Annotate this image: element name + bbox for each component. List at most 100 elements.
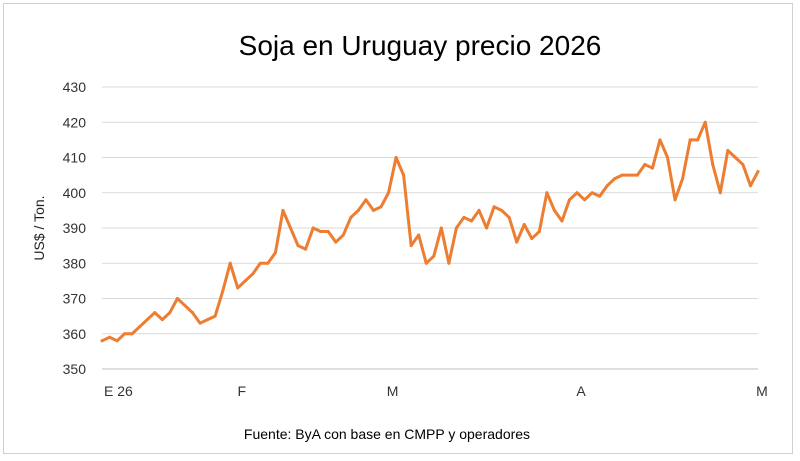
data-point bbox=[439, 226, 443, 230]
data-point bbox=[145, 318, 149, 322]
data-point bbox=[281, 208, 285, 212]
data-point bbox=[115, 339, 119, 343]
data-point bbox=[100, 339, 104, 343]
data-point bbox=[424, 261, 428, 265]
data-point bbox=[168, 311, 172, 315]
y-tick-label: 390 bbox=[63, 220, 87, 236]
data-point bbox=[500, 208, 504, 212]
data-point bbox=[356, 208, 360, 212]
data-point bbox=[515, 240, 519, 244]
data-point bbox=[319, 230, 323, 234]
data-point bbox=[123, 332, 127, 336]
data-point bbox=[605, 184, 609, 188]
data-point bbox=[447, 261, 451, 265]
y-tick-label: 380 bbox=[63, 255, 87, 271]
data-point bbox=[696, 138, 700, 142]
data-point bbox=[138, 325, 142, 329]
data-point bbox=[387, 191, 391, 195]
chart-title: Soja en Uruguay precio 2026 bbox=[239, 30, 602, 61]
source-note: Fuente: ByA con base en CMPP y operadore… bbox=[244, 426, 530, 442]
data-point bbox=[567, 198, 571, 202]
data-point bbox=[718, 191, 722, 195]
data-point bbox=[741, 163, 745, 167]
y-tick-label: 370 bbox=[63, 291, 87, 307]
data-point bbox=[681, 177, 685, 181]
data-point bbox=[650, 166, 654, 170]
data-point bbox=[688, 138, 692, 142]
data-point bbox=[522, 222, 526, 226]
data-point bbox=[153, 311, 157, 315]
data-point bbox=[613, 177, 617, 181]
data-point bbox=[108, 335, 112, 339]
series-group bbox=[100, 120, 760, 343]
data-point bbox=[183, 304, 187, 308]
data-point bbox=[341, 233, 345, 237]
data-point bbox=[469, 219, 473, 223]
data-point bbox=[673, 198, 677, 202]
data-point bbox=[628, 173, 632, 177]
data-point bbox=[213, 314, 217, 318]
data-point bbox=[545, 191, 549, 195]
data-point bbox=[266, 261, 270, 265]
data-point bbox=[507, 215, 511, 219]
data-point bbox=[417, 233, 421, 237]
data-point bbox=[311, 226, 315, 230]
data-point bbox=[492, 205, 496, 209]
data-point bbox=[733, 156, 737, 159]
x-axis-ticks: E 26 F M A M bbox=[104, 383, 768, 399]
data-point bbox=[198, 321, 202, 325]
data-point bbox=[273, 251, 277, 255]
data-point bbox=[304, 247, 308, 251]
data-point bbox=[349, 215, 353, 219]
data-point bbox=[334, 240, 338, 244]
x-tick-label: F bbox=[237, 383, 246, 399]
data-point bbox=[711, 163, 715, 167]
data-point bbox=[175, 297, 179, 300]
data-point bbox=[371, 208, 375, 212]
y-tick-label: 350 bbox=[63, 361, 87, 377]
data-point bbox=[583, 198, 587, 202]
data-point bbox=[432, 254, 436, 258]
data-point bbox=[296, 244, 300, 248]
data-point bbox=[221, 289, 225, 293]
data-point bbox=[666, 156, 670, 159]
data-point bbox=[485, 226, 489, 230]
data-point bbox=[643, 163, 647, 167]
data-point bbox=[560, 219, 564, 223]
data-point bbox=[394, 156, 398, 159]
data-point bbox=[477, 208, 481, 212]
gridlines bbox=[102, 86, 758, 335]
data-point bbox=[620, 173, 624, 177]
x-tick-label: M bbox=[387, 383, 399, 399]
data-point bbox=[130, 332, 134, 336]
data-point bbox=[326, 230, 330, 234]
y-tick-label: 410 bbox=[63, 150, 87, 166]
data-point bbox=[552, 208, 556, 212]
data-point bbox=[228, 261, 232, 265]
x-tick-label: M bbox=[756, 383, 768, 399]
data-point bbox=[658, 138, 662, 142]
data-point bbox=[530, 237, 534, 241]
data-point bbox=[190, 311, 194, 315]
data-point bbox=[236, 286, 240, 290]
data-point bbox=[726, 148, 730, 152]
data-point bbox=[364, 198, 368, 202]
data-point bbox=[402, 173, 406, 177]
data-point bbox=[462, 215, 466, 219]
x-tick-label: E 26 bbox=[104, 383, 133, 399]
data-point bbox=[575, 191, 579, 195]
y-tick-label: 420 bbox=[63, 114, 87, 130]
y-tick-label: 430 bbox=[63, 79, 87, 95]
data-point bbox=[590, 191, 594, 195]
y-axis-label: US$ / Ton. bbox=[31, 195, 47, 260]
data-point bbox=[289, 226, 293, 230]
data-point bbox=[756, 170, 760, 174]
y-tick-label: 400 bbox=[63, 185, 87, 201]
data-point bbox=[251, 272, 255, 276]
data-point bbox=[379, 205, 383, 209]
x-tick-label: A bbox=[576, 383, 586, 399]
price-series-line bbox=[100, 120, 760, 343]
data-point bbox=[160, 318, 164, 322]
data-point bbox=[206, 318, 210, 322]
